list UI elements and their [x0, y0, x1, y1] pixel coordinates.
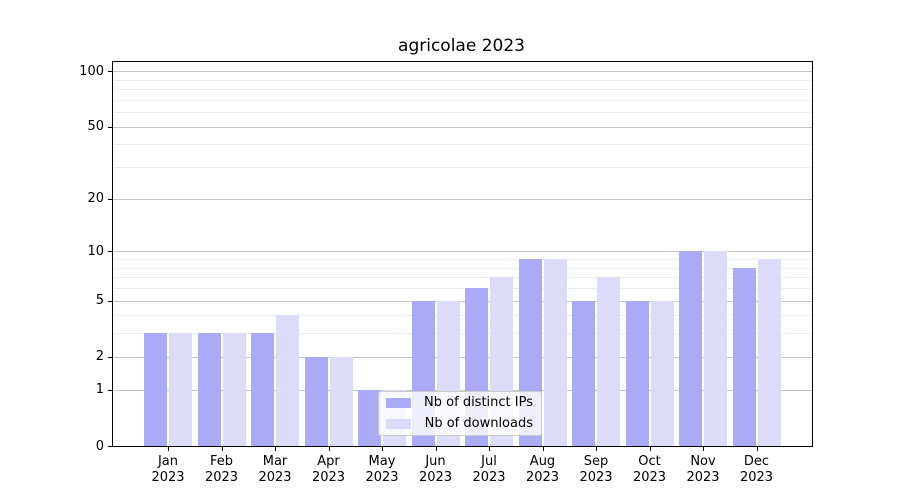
gridline-major-1	[113, 389, 812, 391]
y-tick-label-2: 2	[95, 349, 104, 365]
gridline-major-5	[113, 300, 812, 302]
x-tick-label-sep: Sep 2023	[579, 454, 613, 485]
x-tick-mark-nov	[703, 447, 704, 451]
plot-area	[112, 61, 813, 447]
y-tick-mark-10	[108, 251, 112, 253]
y-tick-mark-5	[108, 300, 112, 302]
y-tick-mark-1	[108, 389, 112, 391]
bar-nb-of-distinct-ips-sep	[572, 300, 595, 446]
x-tick-label-aug: Aug 2023	[525, 454, 560, 485]
gridline-major-2	[113, 356, 812, 358]
bar-nb-of-distinct-ips-oct	[625, 300, 649, 446]
gridline-minor-30	[113, 167, 812, 169]
x-tick-mark-jul	[489, 447, 490, 451]
x-tick-label-jan: Jan 2023	[151, 454, 185, 485]
gridline-major-50	[113, 126, 812, 128]
legend-item-distinct-ips: Nb of distinct IPs	[386, 395, 533, 411]
y-tick-mark-50	[108, 126, 112, 128]
bar-nb-of-distinct-ips-mar	[251, 333, 274, 446]
bar-nb-of-distinct-ips-jan	[144, 333, 167, 446]
x-tick-label-jul: Jul 2023	[472, 454, 506, 485]
bar-nb-of-downloads-oct	[650, 300, 674, 446]
y-tick-mark-2	[108, 356, 112, 358]
chart-title: agricolae 2023	[398, 36, 525, 56]
x-tick-mark-jan	[168, 447, 169, 451]
y-tick-label-20: 20	[87, 191, 104, 207]
x-tick-label-jun: Jun 2023	[418, 454, 453, 485]
bar-nb-of-distinct-ips-feb	[197, 333, 221, 446]
x-tick-mark-sep	[596, 447, 597, 451]
gridline-major-100	[113, 71, 812, 73]
legend-item-downloads: Nb of downloads	[386, 416, 533, 432]
x-tick-label-feb: Feb 2023	[204, 454, 239, 485]
gridline-minor-40	[113, 144, 812, 146]
gridline-major-10	[113, 251, 812, 253]
legend-swatch-distinct-ips	[386, 398, 411, 408]
bar-nb-of-distinct-ips-apr	[304, 356, 328, 446]
bar-nb-of-downloads-mar	[276, 315, 299, 446]
x-tick-label-apr: Apr 2023	[311, 454, 346, 485]
x-tick-mark-oct	[649, 447, 651, 451]
gridline-minor-7	[113, 277, 812, 279]
y-tick-mark-100	[108, 71, 112, 73]
gridline-minor-3	[113, 333, 812, 335]
gridline-minor-8	[113, 267, 812, 269]
y-tick-mark-20	[108, 198, 112, 200]
legend-label-distinct-ips: Nb of distinct IPs	[424, 395, 533, 410]
x-tick-mark-apr	[328, 447, 330, 451]
y-tick-label-100: 100	[79, 63, 104, 79]
bar-nb-of-distinct-ips-dec	[732, 267, 756, 446]
gridline-minor-60	[113, 112, 812, 114]
legend-swatch-downloads	[386, 419, 411, 429]
bar-nb-of-downloads-feb	[222, 333, 246, 446]
x-tick-mark-mar	[275, 447, 276, 451]
legend: Nb of distinct IPs Nb of downloads	[378, 391, 542, 436]
x-tick-label-oct: Oct 2023	[632, 454, 667, 485]
bar-nb-of-downloads-apr	[329, 356, 353, 446]
gridline-minor-4	[113, 315, 812, 317]
gridline-major-20	[113, 198, 812, 200]
bar-nb-of-downloads-jan	[169, 333, 192, 446]
y-tick-label-0: 0	[95, 438, 104, 454]
bar-nb-of-downloads-dec	[757, 259, 781, 446]
y-tick-mark-0	[108, 446, 112, 447]
legend-label-downloads: Nb of downloads	[424, 416, 533, 431]
x-tick-mark-dec	[756, 447, 758, 451]
gridline-minor-90	[113, 79, 812, 81]
bar-nb-of-distinct-ips-may	[358, 389, 381, 446]
y-tick-label-50: 50	[87, 119, 104, 135]
gridline-minor-80	[113, 89, 812, 90]
gridline-minor-70	[113, 99, 812, 101]
x-tick-label-mar: Mar 2023	[258, 454, 292, 485]
x-tick-mark-may	[382, 447, 383, 451]
gridline-minor-6	[113, 287, 812, 289]
bar-nb-of-distinct-ips-nov	[679, 251, 702, 446]
x-tick-mark-aug	[542, 447, 544, 451]
y-tick-label-1: 1	[95, 382, 104, 398]
y-tick-label-5: 5	[95, 293, 104, 308]
x-tick-mark-jun	[435, 447, 437, 451]
y-tick-label-10: 10	[87, 243, 104, 259]
bar-nb-of-downloads-nov	[704, 251, 727, 446]
x-tick-label-nov: Nov 2023	[686, 454, 720, 485]
bar-nb-of-downloads-sep	[597, 277, 620, 446]
x-tick-mark-feb	[221, 447, 223, 451]
x-tick-label-dec: Dec 2023	[739, 454, 774, 485]
bar-nb-of-downloads-aug	[543, 259, 567, 446]
gridline-minor-9	[113, 259, 812, 260]
x-tick-label-may: May 2023	[365, 454, 399, 485]
